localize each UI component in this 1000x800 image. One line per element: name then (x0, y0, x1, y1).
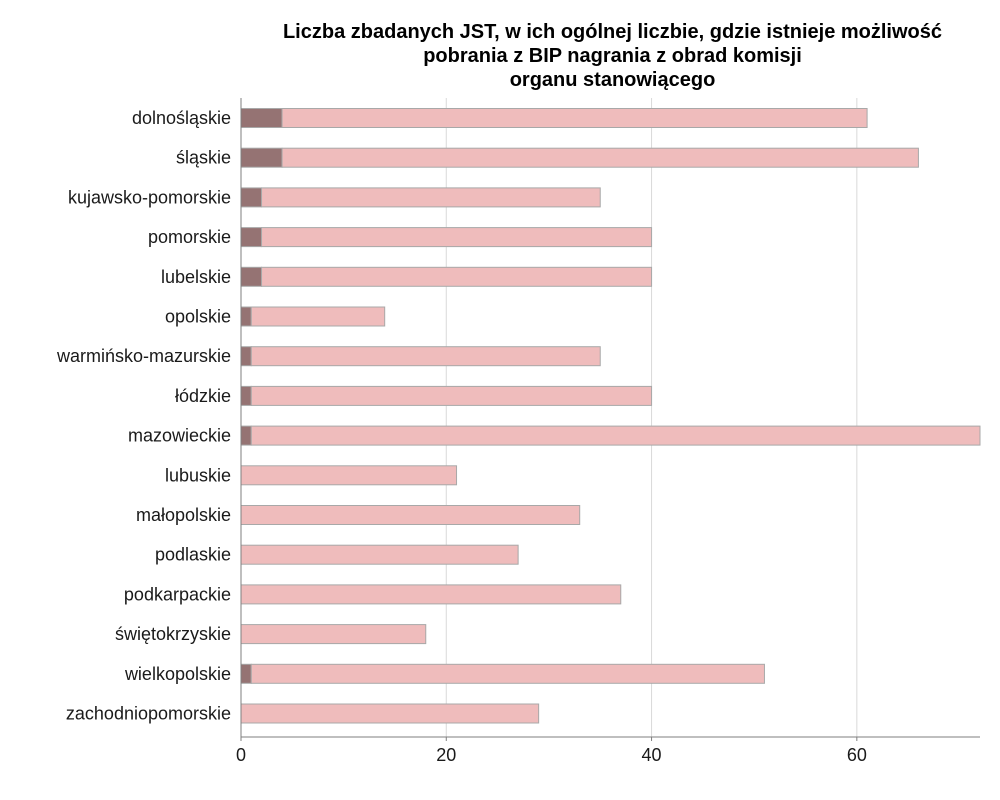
category-label: warmińsko-mazurskie (56, 346, 231, 366)
bar-dark-1 (240, 108, 283, 128)
bar-light-1 (281, 108, 868, 128)
bar-light-13 (240, 584, 622, 605)
bar-light-11 (240, 505, 581, 525)
bar-light-6 (250, 306, 386, 327)
chart-title-line-3: organu stanowiącego (509, 69, 716, 91)
bar-dark-2 (240, 147, 283, 168)
category-label: łódzkie (175, 386, 231, 406)
category-label: wielkopolskie (124, 664, 231, 684)
chart-title-line-1: Liczba zbadanych JST, w ich ogólnej licz… (282, 21, 943, 43)
bar-dark-6 (240, 306, 252, 327)
x-tick-labels: 0 20 40 60 (236, 737, 867, 765)
category-label: podlaskie (155, 545, 231, 565)
category-label: zachodniopomorskie (66, 704, 231, 724)
bar-light-3 (261, 187, 601, 208)
bar-light-8 (250, 385, 653, 406)
bar-dark-8 (240, 385, 252, 406)
category-label: lubuskie (165, 465, 231, 485)
bar-light-10 (240, 465, 458, 486)
bar-light-12 (240, 544, 519, 565)
category-label: małopolskie (136, 505, 231, 525)
category-label: świętokrzyskie (115, 624, 231, 644)
bar-light-2 (281, 147, 919, 168)
category-labels: dolnośląskie śląskie kujawsko-pomorskie pom… (56, 108, 231, 724)
bar-dark-3 (240, 187, 263, 208)
bar-light-9 (250, 425, 981, 446)
category-label: opolskie (165, 307, 231, 327)
x-tick-label-40: 40 (642, 745, 662, 765)
chart-title: Liczba zbadanych JST, w ich ogólnej licz… (240, 20, 985, 92)
x-tick-label-60: 60 (847, 745, 867, 765)
x-tick-label-0: 0 (236, 745, 246, 765)
bar-dark-4 (240, 227, 263, 248)
chart-title-line-2: pobrania z BIP nagrania z obrad komisji (423, 45, 802, 67)
bar-light-5 (261, 266, 653, 287)
category-label: pomorskie (148, 227, 231, 247)
category-label: śląskie (176, 148, 231, 168)
bar-light-14 (240, 624, 427, 645)
category-label: mazowieckie (128, 426, 231, 446)
bar-dark-9 (240, 425, 252, 446)
category-label: kujawsko-pomorskie (68, 187, 231, 207)
bar-light-15 (250, 663, 765, 684)
bar-light-16 (240, 703, 540, 724)
bar-light-7 (250, 346, 601, 367)
bar-dark-5 (240, 266, 263, 287)
bar-dark-15 (240, 663, 252, 684)
x-tick-label-20: 20 (436, 745, 456, 765)
category-label: lubelskie (161, 267, 231, 287)
category-label: podkarpackie (124, 584, 231, 604)
bar-light-4 (261, 227, 653, 248)
category-label: dolnośląskie (132, 108, 231, 128)
bars (240, 108, 981, 724)
bar-dark-7 (240, 346, 252, 367)
